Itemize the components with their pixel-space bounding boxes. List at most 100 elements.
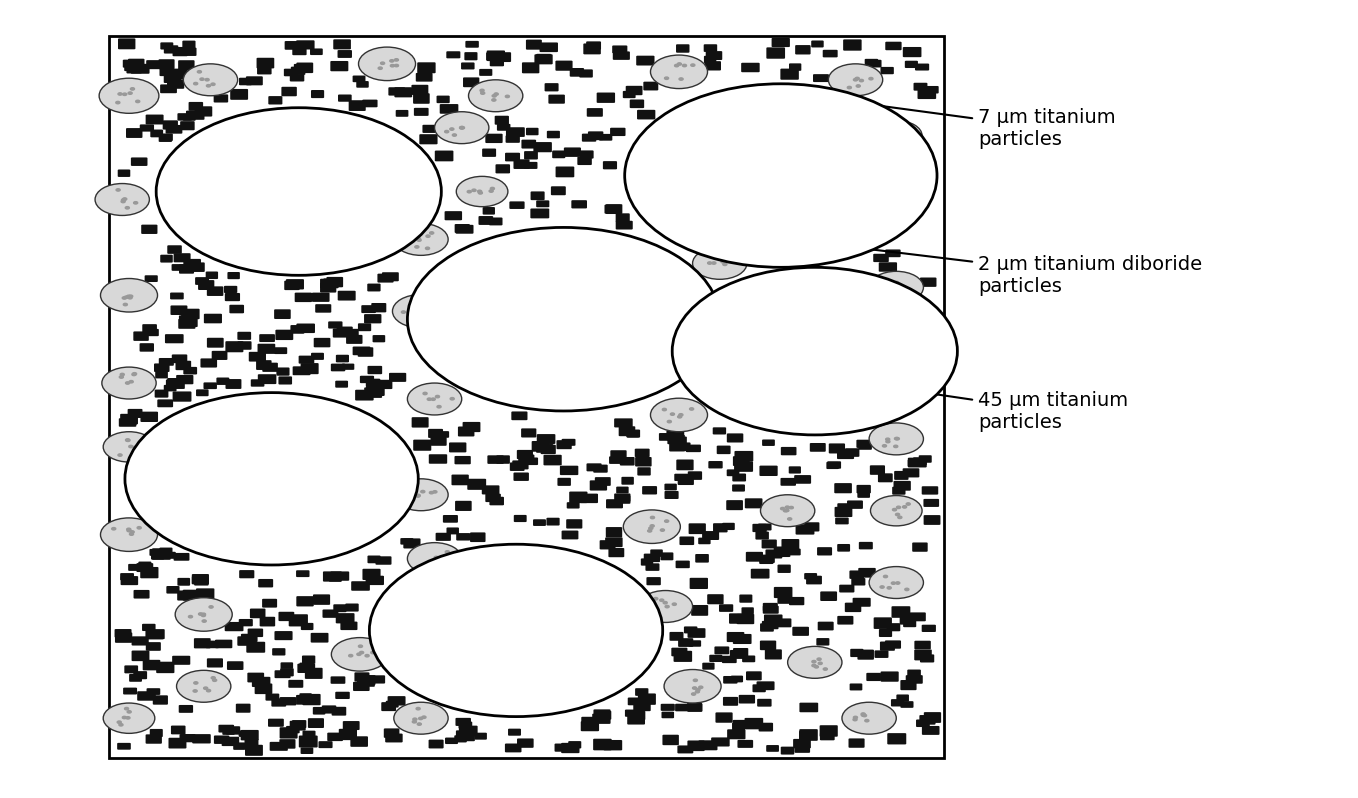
FancyBboxPatch shape	[835, 507, 853, 517]
FancyBboxPatch shape	[231, 89, 249, 100]
FancyBboxPatch shape	[922, 486, 938, 495]
FancyBboxPatch shape	[922, 625, 936, 632]
FancyBboxPatch shape	[508, 729, 521, 736]
Ellipse shape	[411, 311, 416, 314]
FancyBboxPatch shape	[593, 739, 611, 750]
FancyBboxPatch shape	[570, 68, 584, 77]
FancyBboxPatch shape	[865, 59, 879, 67]
FancyBboxPatch shape	[293, 64, 310, 73]
FancyBboxPatch shape	[857, 440, 870, 448]
FancyBboxPatch shape	[885, 41, 902, 50]
FancyBboxPatch shape	[403, 539, 421, 548]
FancyBboxPatch shape	[159, 547, 172, 555]
FancyBboxPatch shape	[474, 733, 488, 740]
FancyBboxPatch shape	[429, 740, 444, 749]
FancyBboxPatch shape	[329, 575, 341, 582]
FancyBboxPatch shape	[262, 362, 278, 372]
FancyBboxPatch shape	[858, 442, 872, 450]
FancyBboxPatch shape	[919, 278, 937, 286]
FancyBboxPatch shape	[440, 104, 459, 114]
FancyBboxPatch shape	[536, 200, 550, 207]
Ellipse shape	[198, 613, 202, 615]
FancyBboxPatch shape	[513, 160, 530, 169]
FancyBboxPatch shape	[758, 699, 771, 707]
Ellipse shape	[660, 599, 664, 602]
Ellipse shape	[708, 262, 712, 264]
Circle shape	[407, 383, 462, 415]
FancyBboxPatch shape	[168, 737, 186, 749]
FancyBboxPatch shape	[342, 721, 360, 730]
FancyBboxPatch shape	[387, 696, 406, 705]
FancyBboxPatch shape	[413, 440, 432, 451]
FancyBboxPatch shape	[513, 515, 527, 522]
Ellipse shape	[900, 202, 904, 204]
FancyBboxPatch shape	[880, 67, 894, 74]
Ellipse shape	[394, 65, 398, 67]
Ellipse shape	[416, 495, 420, 497]
FancyBboxPatch shape	[774, 547, 790, 557]
FancyBboxPatch shape	[164, 74, 181, 83]
FancyBboxPatch shape	[689, 703, 702, 712]
Ellipse shape	[693, 687, 697, 689]
FancyBboxPatch shape	[278, 377, 292, 385]
FancyBboxPatch shape	[892, 487, 906, 495]
FancyBboxPatch shape	[140, 567, 159, 579]
FancyBboxPatch shape	[312, 293, 330, 302]
FancyBboxPatch shape	[121, 414, 139, 425]
Ellipse shape	[667, 421, 671, 423]
FancyBboxPatch shape	[167, 378, 185, 389]
Ellipse shape	[429, 231, 433, 234]
FancyBboxPatch shape	[536, 53, 551, 63]
FancyBboxPatch shape	[811, 41, 824, 47]
Ellipse shape	[671, 147, 675, 149]
FancyBboxPatch shape	[608, 548, 625, 557]
FancyBboxPatch shape	[604, 204, 621, 214]
FancyBboxPatch shape	[669, 441, 686, 452]
FancyBboxPatch shape	[561, 743, 580, 753]
FancyBboxPatch shape	[766, 47, 785, 59]
FancyBboxPatch shape	[644, 81, 659, 90]
FancyBboxPatch shape	[689, 640, 701, 646]
Ellipse shape	[130, 88, 134, 90]
Ellipse shape	[424, 314, 428, 317]
FancyBboxPatch shape	[838, 504, 850, 509]
FancyBboxPatch shape	[364, 387, 382, 398]
FancyBboxPatch shape	[187, 263, 205, 272]
FancyBboxPatch shape	[160, 85, 177, 93]
FancyBboxPatch shape	[120, 573, 134, 580]
Ellipse shape	[390, 65, 394, 67]
FancyBboxPatch shape	[296, 62, 314, 73]
FancyBboxPatch shape	[456, 533, 470, 540]
Ellipse shape	[653, 598, 657, 600]
Circle shape	[638, 128, 693, 160]
Ellipse shape	[129, 445, 133, 448]
Ellipse shape	[426, 235, 430, 237]
FancyBboxPatch shape	[331, 364, 345, 371]
FancyBboxPatch shape	[196, 277, 209, 285]
Ellipse shape	[204, 687, 208, 689]
Ellipse shape	[417, 239, 421, 241]
FancyBboxPatch shape	[191, 576, 204, 584]
FancyBboxPatch shape	[577, 156, 592, 165]
FancyBboxPatch shape	[361, 305, 376, 313]
FancyBboxPatch shape	[270, 742, 288, 751]
FancyBboxPatch shape	[198, 280, 215, 290]
FancyBboxPatch shape	[133, 590, 149, 598]
Ellipse shape	[378, 67, 382, 69]
FancyBboxPatch shape	[816, 638, 830, 646]
FancyBboxPatch shape	[676, 460, 694, 470]
FancyBboxPatch shape	[320, 282, 337, 293]
FancyBboxPatch shape	[363, 569, 380, 580]
FancyBboxPatch shape	[636, 56, 655, 65]
FancyBboxPatch shape	[455, 224, 470, 233]
FancyBboxPatch shape	[741, 607, 754, 614]
Ellipse shape	[891, 284, 895, 286]
Ellipse shape	[115, 101, 120, 104]
Ellipse shape	[885, 438, 889, 440]
FancyBboxPatch shape	[714, 646, 729, 654]
Ellipse shape	[459, 127, 463, 129]
FancyBboxPatch shape	[917, 720, 930, 727]
FancyBboxPatch shape	[320, 279, 338, 288]
FancyBboxPatch shape	[159, 358, 174, 365]
Ellipse shape	[202, 620, 206, 622]
